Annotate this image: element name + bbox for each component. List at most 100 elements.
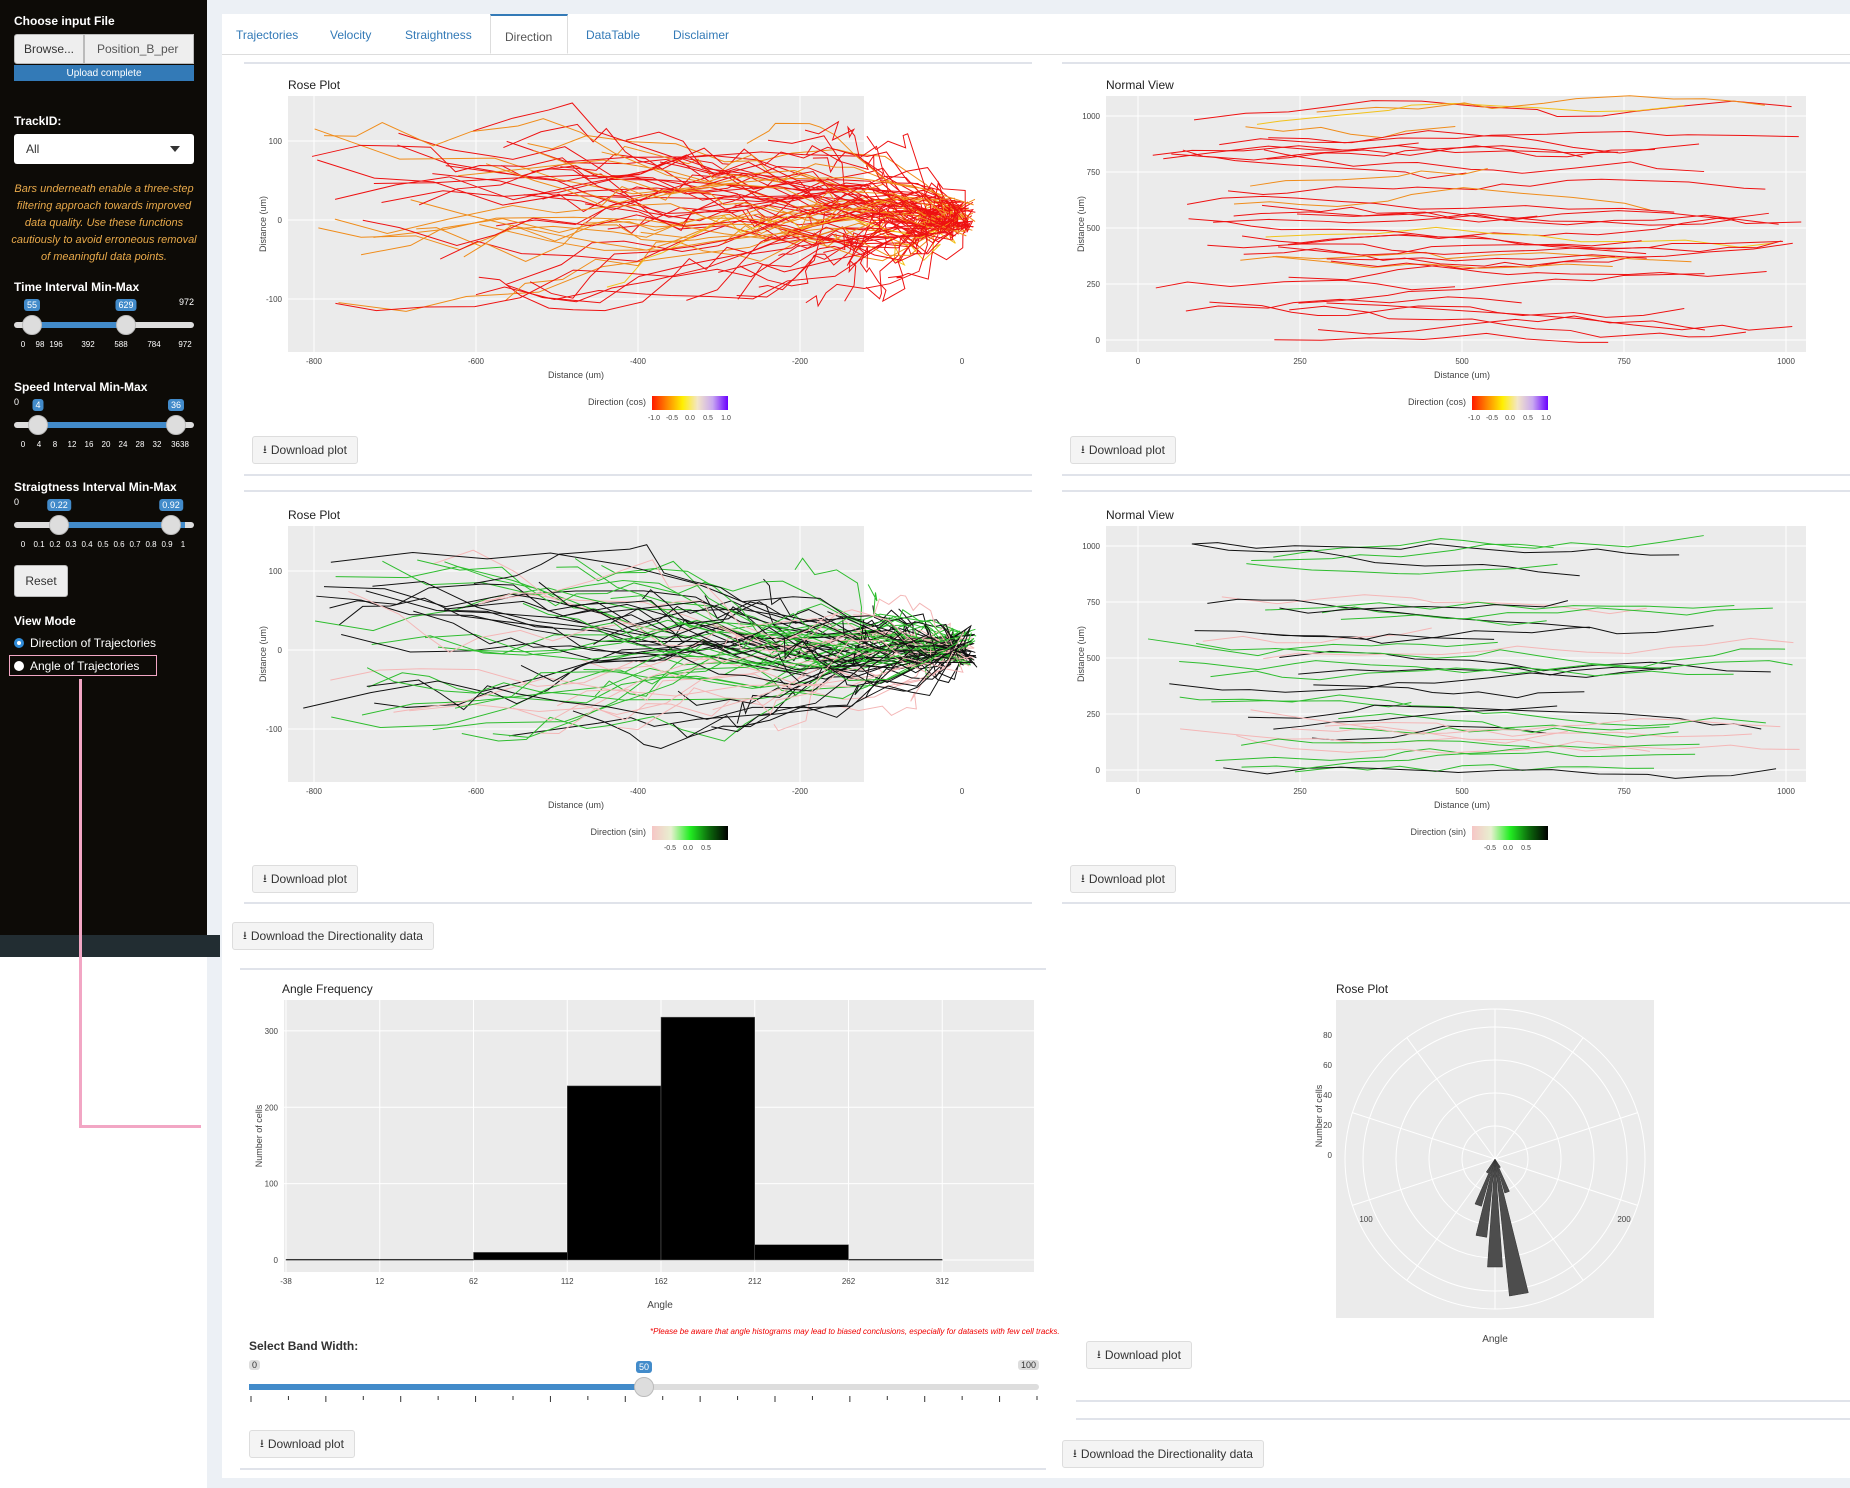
straightness-max-value: 0.92: [159, 499, 183, 511]
trackid-value: All: [26, 142, 40, 156]
polar-spoke: [1406, 1158, 1496, 1281]
y-tick-label: 250: [1087, 710, 1101, 719]
y-tick-label: 250: [1087, 280, 1101, 289]
trajectory-line: [1188, 218, 1642, 247]
trajectory-line: [1245, 125, 1456, 139]
download-plot-button[interactable]: ⭳ Download plot: [1086, 1341, 1192, 1369]
download-plot-button[interactable]: ⭳ Download plot: [252, 436, 358, 464]
browse-button[interactable]: Browse...: [14, 34, 84, 64]
time-min-handle[interactable]: [22, 315, 42, 335]
time-interval-slider[interactable]: 972 55 629 0 98 196 392 588 784 972: [14, 297, 194, 360]
straightness-max-handle[interactable]: [161, 515, 181, 535]
trajectory-line: [365, 590, 974, 659]
trajectory-line: [581, 621, 948, 669]
tab-trajectories[interactable]: Trajectories: [236, 28, 299, 42]
trajectory-line: [1288, 242, 1793, 281]
chevron-down-icon: [170, 146, 180, 152]
trajectory-line: [610, 608, 966, 674]
bandwidth-handle[interactable]: [634, 1377, 654, 1397]
speed-max-handle[interactable]: [166, 415, 186, 435]
trajectory-line: [1233, 187, 1651, 211]
straightness-interval-slider[interactable]: 0 0.22 0.92 0 0.1 0.2 0.3 0.4 0.5 0.6 0.…: [14, 497, 194, 560]
download-plot-button[interactable]: ⭳ Download plot: [1070, 865, 1176, 893]
trajectory-line: [413, 610, 977, 686]
trajectory-line: [341, 633, 975, 670]
trajectory-line: [642, 589, 974, 656]
trajectory-line: [1256, 102, 1685, 125]
time-max-value: 629: [115, 299, 137, 311]
histogram-bar: [567, 1085, 662, 1261]
histogram-bar: [660, 1016, 755, 1261]
x-tick-label: 0: [960, 787, 965, 796]
y-tick-label: 500: [1087, 654, 1101, 663]
trackid-select[interactable]: All: [14, 134, 194, 164]
bandwidth-value: 50: [635, 1361, 653, 1373]
y-tick-label: 750: [1087, 598, 1101, 607]
trajectory-line: [330, 552, 957, 660]
trajectory-line: [1227, 178, 1766, 195]
download-directionality-data-button[interactable]: ⭳ Download the Directionality data: [232, 922, 434, 950]
rose-wedge: [1475, 1158, 1496, 1238]
trajectory-line: [532, 150, 967, 237]
trajectory-line: [601, 145, 976, 222]
trajectory-line: [794, 557, 961, 667]
legend-colorbar: [652, 396, 728, 410]
trajectory-line: [1246, 563, 1558, 575]
trajectory-line: [1207, 240, 1783, 255]
x-axis-label: Distance (um): [548, 800, 604, 810]
legend-colorbar: [1472, 396, 1548, 410]
trajectory-line: [1340, 614, 1547, 626]
trajectory-line: [1191, 542, 1680, 556]
trajectory-line: [704, 595, 964, 666]
r-tick-label: 40: [1323, 1091, 1332, 1100]
trajectory-line: [1233, 211, 1538, 223]
reset-button[interactable]: Reset: [14, 565, 68, 597]
x-axis-label: Distance (um): [1434, 800, 1490, 810]
tab-disclaimer[interactable]: Disclaimer: [673, 28, 730, 42]
histogram-bar: [754, 1244, 849, 1261]
speed-interval-slider[interactable]: 0 4 36 0 4 8 12 16 20 24 28 32 3638: [14, 397, 194, 460]
radio-angle-of-trajectories[interactable]: Angle of Trajectories: [14, 659, 139, 673]
x-axis-label: Distance (um): [1434, 370, 1490, 380]
tab-velocity[interactable]: Velocity: [330, 28, 372, 42]
time-max-handle[interactable]: [116, 315, 136, 335]
trajectory-line: [520, 638, 977, 682]
trajectory-line: [1182, 145, 1619, 161]
straightness-min-handle[interactable]: [49, 515, 69, 535]
y-tick-label: 0: [278, 646, 283, 655]
radio-direction-of-trajectories[interactable]: Direction of Trajectories: [14, 636, 156, 650]
straightness-min-value: 0.22: [47, 499, 71, 511]
download-directionality-data-button[interactable]: ⭳ Download the Directionality data: [1062, 1440, 1264, 1468]
time-ticks: 0 98 196 392 588 784 972: [20, 340, 192, 349]
x-tick-label: -800: [306, 787, 323, 796]
trajectory-line: [1241, 738, 1530, 748]
speed-min-handle[interactable]: [28, 415, 48, 435]
download-plot-button[interactable]: ⭳ Download plot: [252, 865, 358, 893]
x-tick-label: 750: [1617, 357, 1631, 366]
trajectory-line: [1236, 735, 1800, 754]
tab-straightness[interactable]: Straightness: [405, 28, 472, 42]
trajectory-line: [485, 163, 967, 232]
plot-title: Normal View: [1106, 78, 1174, 92]
tab-direction[interactable]: Direction: [490, 14, 568, 54]
bandwidth-tick-marks: [250, 1396, 1038, 1402]
file-input-label: Choose input File: [14, 14, 115, 28]
trajectory-line: [542, 204, 960, 304]
y-axis-label: Distance (um): [1076, 626, 1086, 682]
trajectory-line: [1187, 195, 1675, 213]
trajectory-line: [1240, 251, 1692, 263]
y-tick-label: 100: [269, 137, 283, 146]
trajectory-line: [572, 650, 952, 749]
download-plot-button[interactable]: ⭳ Download plot: [1070, 436, 1176, 464]
trajectory-line: [1163, 145, 1655, 160]
bandwidth-slider[interactable]: 0 100 50: [249, 1360, 1039, 1422]
x-tick-label: 0: [1136, 787, 1141, 796]
tab-datatable[interactable]: DataTable: [586, 28, 641, 42]
trajectory-line: [1169, 667, 1672, 693]
download-plot-button[interactable]: ⭳ Download plot: [249, 1430, 355, 1458]
plot-title: Normal View: [1106, 508, 1174, 522]
histogram-bar: [285, 1258, 380, 1261]
polar-spoke: [1494, 1037, 1584, 1160]
trajectory-line: [1251, 543, 1554, 561]
file-name-field[interactable]: Position_B_per: [84, 34, 194, 64]
